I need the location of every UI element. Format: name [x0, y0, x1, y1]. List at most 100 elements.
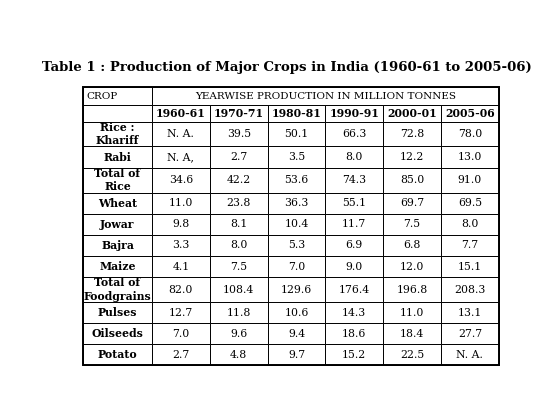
Bar — [383, 193, 441, 214]
Text: Wheat: Wheat — [98, 198, 137, 208]
Text: 15.1: 15.1 — [458, 262, 482, 272]
Text: 50.1: 50.1 — [285, 129, 309, 139]
Bar — [441, 146, 499, 168]
Text: Table 1 : Production of Major Crops in India (1960-61 to 2005-06): Table 1 : Production of Major Crops in I… — [41, 61, 532, 74]
Bar — [83, 121, 152, 146]
Text: 13.0: 13.0 — [458, 152, 482, 162]
Bar — [152, 121, 210, 146]
Bar — [210, 146, 268, 168]
Text: 1960-61: 1960-61 — [156, 108, 206, 119]
Bar — [83, 277, 152, 302]
Bar — [210, 168, 268, 193]
Bar — [325, 105, 383, 121]
Text: 2.7: 2.7 — [230, 152, 247, 162]
Bar — [152, 323, 210, 344]
Text: 9.4: 9.4 — [288, 329, 305, 339]
Bar — [383, 168, 441, 193]
Text: 6.8: 6.8 — [404, 240, 421, 250]
Text: 53.6: 53.6 — [285, 175, 309, 185]
Text: 6.9: 6.9 — [345, 240, 363, 250]
Bar — [268, 344, 325, 365]
Text: 10.4: 10.4 — [285, 219, 309, 229]
Bar — [152, 87, 499, 105]
Text: 13.1: 13.1 — [458, 307, 482, 317]
Text: 9.8: 9.8 — [172, 219, 190, 229]
Text: 72.8: 72.8 — [400, 129, 424, 139]
Text: Oilseeds: Oilseeds — [92, 328, 144, 339]
Text: 10.6: 10.6 — [285, 307, 309, 317]
Bar — [325, 121, 383, 146]
Text: 18.4: 18.4 — [400, 329, 424, 339]
Bar — [383, 146, 441, 168]
Bar — [152, 146, 210, 168]
Text: 2000-01: 2000-01 — [387, 108, 437, 119]
Bar — [83, 193, 152, 214]
Bar — [325, 193, 383, 214]
Text: 22.5: 22.5 — [400, 350, 424, 360]
Bar — [152, 105, 210, 121]
Text: 27.7: 27.7 — [458, 329, 482, 339]
Bar — [152, 214, 210, 235]
Text: 1980-81: 1980-81 — [272, 108, 321, 119]
Text: 78.0: 78.0 — [458, 129, 482, 139]
Bar — [83, 344, 152, 365]
Bar — [83, 256, 152, 277]
Bar — [268, 302, 325, 323]
Text: 3.5: 3.5 — [288, 152, 305, 162]
Bar — [268, 146, 325, 168]
Text: 8.0: 8.0 — [345, 152, 363, 162]
Bar — [441, 256, 499, 277]
Text: 176.4: 176.4 — [339, 285, 370, 295]
Text: 7.5: 7.5 — [230, 262, 247, 272]
Text: 196.8: 196.8 — [396, 285, 428, 295]
Bar — [383, 214, 441, 235]
Text: 15.2: 15.2 — [342, 350, 366, 360]
Text: 85.0: 85.0 — [400, 175, 424, 185]
Bar — [325, 214, 383, 235]
Text: 18.6: 18.6 — [342, 329, 367, 339]
Text: 2005-06: 2005-06 — [445, 108, 495, 119]
Text: 4.1: 4.1 — [172, 262, 190, 272]
Bar — [83, 214, 152, 235]
Text: 91.0: 91.0 — [458, 175, 482, 185]
Bar — [83, 87, 499, 365]
Text: 8.0: 8.0 — [230, 240, 248, 250]
Text: 1970-71: 1970-71 — [214, 108, 264, 119]
Bar — [441, 323, 499, 344]
Text: 11.7: 11.7 — [342, 219, 366, 229]
Bar — [325, 302, 383, 323]
Text: 39.5: 39.5 — [226, 129, 251, 139]
Bar — [152, 168, 210, 193]
Text: 11.8: 11.8 — [226, 307, 251, 317]
Bar — [383, 344, 441, 365]
Text: 69.5: 69.5 — [458, 198, 482, 208]
Text: Total of
Foodgrains: Total of Foodgrains — [84, 277, 151, 302]
Bar — [441, 121, 499, 146]
Text: 36.3: 36.3 — [285, 198, 309, 208]
Bar — [83, 146, 152, 168]
Bar — [383, 235, 441, 256]
Bar — [441, 277, 499, 302]
Text: 1990-91: 1990-91 — [329, 108, 379, 119]
Text: Total of
Rice: Total of Rice — [94, 168, 140, 193]
Bar — [325, 323, 383, 344]
Text: 23.8: 23.8 — [226, 198, 251, 208]
Bar — [152, 302, 210, 323]
Bar — [83, 105, 152, 121]
Bar — [383, 277, 441, 302]
Bar — [441, 344, 499, 365]
Text: 7.0: 7.0 — [172, 329, 190, 339]
Bar — [210, 193, 268, 214]
Bar — [325, 146, 383, 168]
Text: N. A.: N. A. — [457, 350, 484, 360]
Text: 3.3: 3.3 — [172, 240, 190, 250]
Text: Pulses: Pulses — [98, 307, 137, 318]
Text: Rabi: Rabi — [103, 151, 131, 163]
Text: 34.6: 34.6 — [169, 175, 193, 185]
Bar — [441, 168, 499, 193]
Bar — [210, 277, 268, 302]
Bar — [152, 193, 210, 214]
Text: 82.0: 82.0 — [169, 285, 193, 295]
Text: 66.3: 66.3 — [342, 129, 367, 139]
Bar — [268, 121, 325, 146]
